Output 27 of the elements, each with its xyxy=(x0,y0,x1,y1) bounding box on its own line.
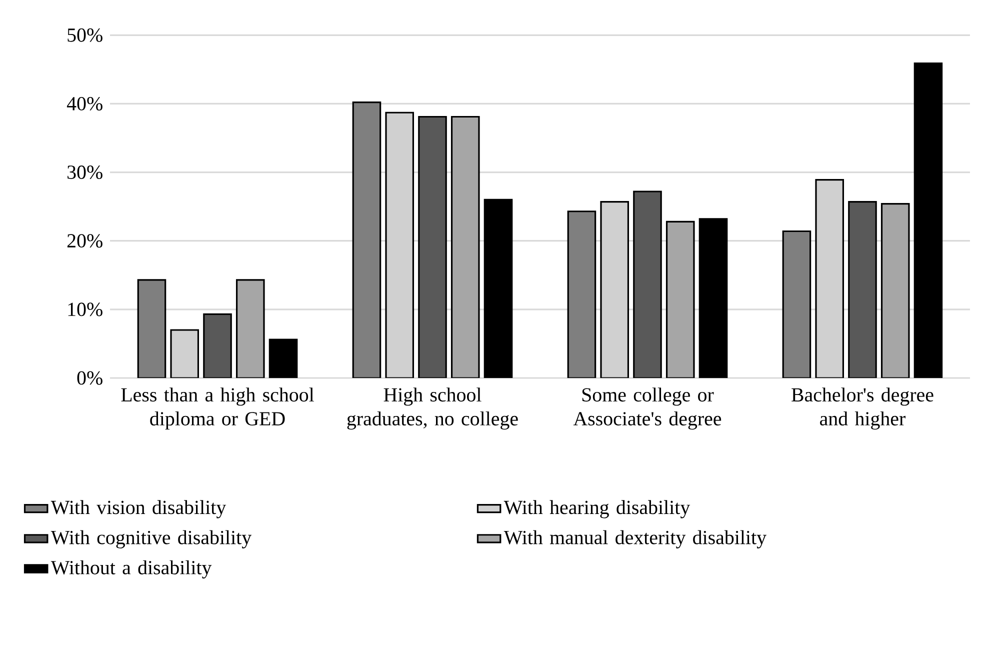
y-tick-label: 40% xyxy=(66,96,102,110)
legend-label: With manual dexterity disability xyxy=(504,530,766,548)
legend-label: With hearing disability xyxy=(504,500,690,518)
x-tick-label: High school graduates, no college xyxy=(347,387,518,430)
x-tick-label: Some college or Associate's degree xyxy=(573,387,722,430)
legend-label: With vision disability xyxy=(50,500,226,518)
bar xyxy=(848,200,877,378)
bar xyxy=(236,279,265,378)
bar xyxy=(567,210,596,378)
bar xyxy=(450,116,480,378)
legend-label: With cognitive disability xyxy=(50,530,252,548)
bar xyxy=(633,190,662,378)
y-tick-label: 30% xyxy=(68,165,102,179)
bar xyxy=(782,230,812,378)
bar xyxy=(666,220,695,378)
y-tick-label: 0% xyxy=(77,371,102,385)
bar xyxy=(137,279,166,378)
y-tick-label: 20% xyxy=(67,234,102,248)
bar xyxy=(418,116,447,378)
bar xyxy=(352,101,382,378)
y-tick-label: 10% xyxy=(68,302,102,316)
y-tick-label: 50% xyxy=(68,28,102,42)
bar xyxy=(880,202,910,378)
legend-label: Without a disability xyxy=(50,560,212,578)
x-tick-label: Less than a high school diploma or GED xyxy=(121,387,314,430)
bar xyxy=(203,313,232,378)
x-tick-label: Bachelor's degree and higher xyxy=(792,387,934,430)
